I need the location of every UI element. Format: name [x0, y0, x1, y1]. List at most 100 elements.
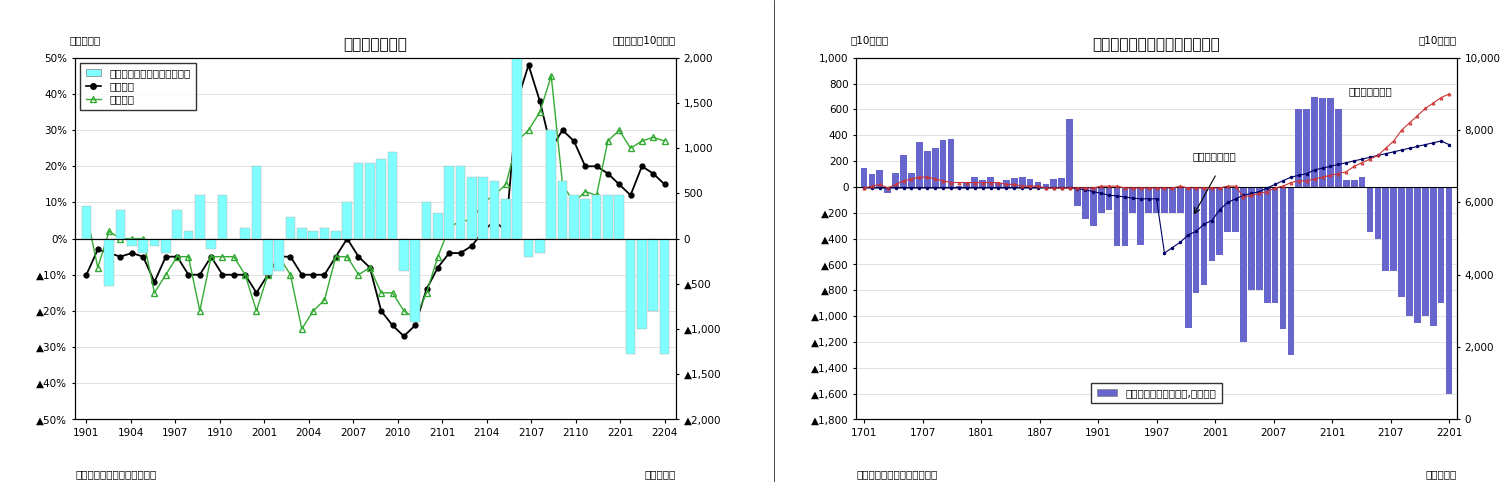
Bar	[1343, 180, 1350, 187]
Legend: 貿易収支・前年差（右目盛）, 輸出金額, 輸入金額: 貿易収支・前年差（右目盛）, 輸出金額, 輸入金額	[80, 63, 195, 110]
Bar	[1398, 187, 1404, 297]
Text: （年・月）: （年・月）	[1425, 469, 1457, 479]
Bar	[285, 217, 296, 239]
Bar	[455, 166, 466, 239]
Bar	[535, 239, 545, 253]
Bar	[365, 163, 374, 239]
Bar	[547, 130, 556, 239]
Bar	[1059, 178, 1065, 187]
Bar	[1090, 187, 1096, 226]
Text: （資料）財務省「貿易統計」: （資料）財務省「貿易統計」	[856, 469, 937, 479]
Bar	[410, 239, 421, 322]
Bar	[1122, 187, 1128, 246]
Bar	[297, 228, 306, 239]
Bar	[885, 187, 891, 193]
Bar	[877, 170, 883, 187]
Bar	[1169, 187, 1176, 213]
Bar	[1224, 187, 1232, 232]
Bar	[320, 228, 329, 239]
Bar	[557, 181, 568, 239]
Bar	[1413, 187, 1421, 322]
Bar	[1335, 109, 1341, 187]
Bar	[467, 177, 476, 239]
Bar	[1200, 187, 1208, 285]
Bar	[916, 142, 922, 187]
Bar	[252, 166, 261, 239]
Bar	[569, 195, 578, 239]
Bar	[1263, 187, 1271, 303]
Bar	[1042, 184, 1050, 187]
Bar	[1035, 182, 1041, 187]
Bar	[1248, 187, 1254, 290]
Bar	[275, 239, 284, 271]
Bar	[161, 239, 171, 253]
Bar	[1105, 187, 1113, 210]
Bar	[979, 180, 985, 187]
Bar	[1193, 187, 1200, 293]
Bar	[330, 231, 341, 239]
Bar	[138, 239, 147, 253]
Bar	[1011, 178, 1018, 187]
Text: 輸入（右目盛）: 輸入（右目盛）	[1349, 86, 1392, 96]
Bar	[931, 148, 939, 187]
Bar	[1367, 187, 1373, 232]
Bar	[868, 174, 876, 187]
Bar	[1304, 109, 1310, 187]
Bar	[1130, 187, 1136, 213]
Bar	[900, 155, 907, 187]
Bar	[150, 239, 159, 246]
Bar	[1217, 187, 1223, 255]
Title: 貿易収支の推移: 貿易収支の推移	[344, 38, 407, 53]
Bar	[972, 176, 978, 187]
Bar	[1050, 179, 1057, 187]
Bar	[1311, 96, 1319, 187]
Bar	[1185, 187, 1191, 328]
Bar	[1081, 187, 1089, 219]
Bar	[1406, 187, 1413, 316]
Bar	[342, 202, 351, 239]
Bar	[524, 239, 533, 256]
Bar	[948, 139, 954, 187]
Bar	[592, 195, 601, 239]
Title: 貿易収支（季節調整値）の推移: 貿易収支（季節調整値）の推移	[1092, 38, 1221, 53]
Bar	[183, 231, 194, 239]
Text: （10億円）: （10億円）	[1419, 35, 1457, 45]
Bar	[218, 195, 227, 239]
Bar	[1154, 187, 1160, 213]
Bar	[1256, 187, 1263, 290]
Bar	[649, 239, 658, 311]
Bar	[1161, 187, 1169, 213]
Bar	[1430, 187, 1436, 326]
Bar	[924, 151, 931, 187]
Bar	[1422, 187, 1428, 316]
Bar	[1074, 187, 1081, 206]
Bar	[1146, 187, 1152, 213]
Bar	[206, 239, 216, 250]
Bar	[502, 199, 511, 239]
Bar	[1437, 187, 1445, 303]
Bar	[81, 206, 92, 239]
Text: （年・月）: （年・月）	[644, 469, 676, 479]
Bar	[1232, 187, 1239, 232]
Bar	[445, 166, 454, 239]
Bar	[1027, 179, 1033, 187]
Bar	[626, 239, 635, 354]
Bar	[1391, 187, 1397, 271]
Bar	[195, 195, 204, 239]
Bar	[422, 202, 431, 239]
Bar	[116, 210, 125, 239]
Bar	[1066, 119, 1072, 187]
Bar	[104, 239, 114, 285]
Bar	[1374, 187, 1382, 239]
Bar	[308, 231, 318, 239]
Bar	[400, 239, 409, 271]
Bar	[512, 58, 523, 239]
Bar	[1098, 187, 1104, 213]
Bar	[1272, 187, 1278, 303]
Bar	[377, 159, 386, 239]
Bar	[955, 186, 963, 187]
Bar	[1295, 109, 1302, 187]
Bar	[1280, 187, 1286, 329]
Bar	[1382, 187, 1389, 271]
Bar	[1137, 187, 1145, 245]
